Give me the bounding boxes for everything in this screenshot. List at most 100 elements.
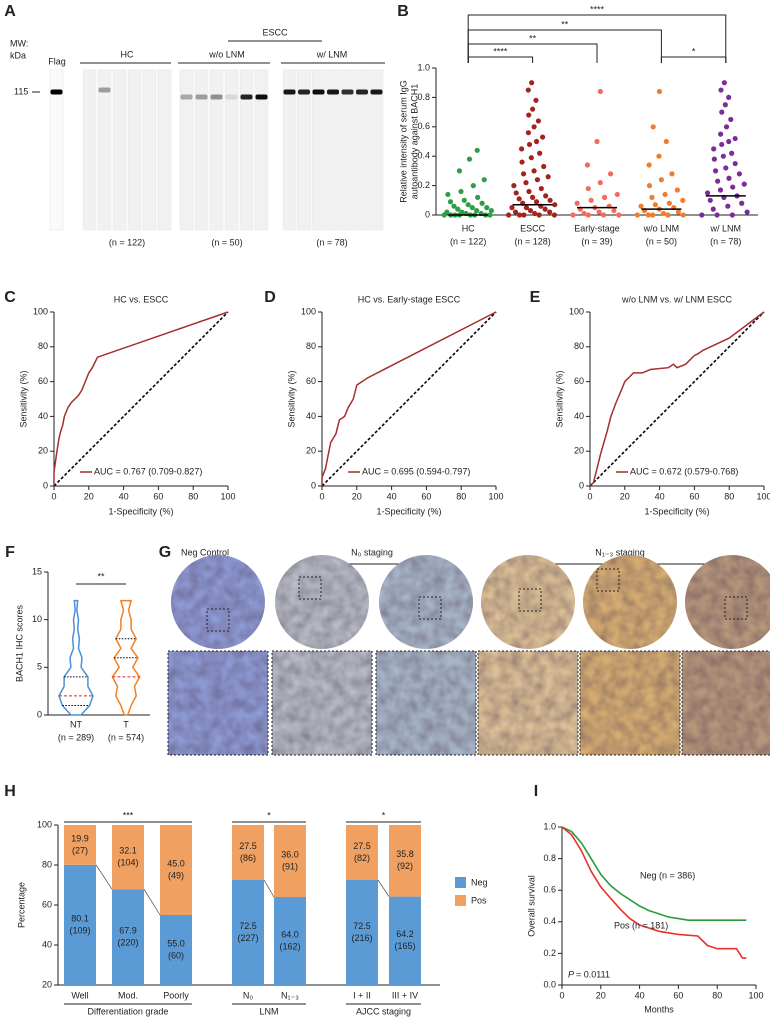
blot-band: [356, 89, 368, 95]
panel-label: B: [397, 3, 409, 20]
group-label: AJCC staging: [356, 1006, 411, 1016]
blot-band: [180, 94, 193, 100]
x-axis-label: 1-Specificity (%): [108, 506, 173, 516]
count-label: (60): [168, 950, 184, 960]
value-label: 72.5: [353, 921, 371, 931]
y-tick-label: 20: [42, 979, 52, 989]
blot-lane: [209, 69, 224, 231]
panel-label: E: [530, 289, 541, 306]
dot: [465, 202, 471, 208]
dot: [652, 202, 658, 208]
count-label: (220): [117, 937, 138, 947]
value-label: 55.0: [167, 938, 185, 948]
y-tick-label: 40: [38, 411, 48, 421]
zoom-image: [272, 651, 372, 755]
y-axis-label: BACH1 IHC scores: [14, 604, 24, 682]
n-label: (n = 78): [316, 237, 347, 247]
count-label: (86): [240, 853, 256, 863]
dot: [662, 191, 668, 198]
dot: [730, 184, 736, 190]
x-tick-label: 20: [84, 491, 94, 501]
legend-label: Neg (n = 386): [640, 870, 695, 880]
x-tick-label: 60: [689, 491, 699, 501]
y-axis-label: Relative intensity of serum IgG: [398, 80, 408, 203]
dot: [455, 206, 461, 212]
dot: [723, 124, 730, 130]
dot: [581, 210, 587, 217]
violin: [111, 599, 141, 716]
blot-band: [195, 94, 208, 100]
dot: [726, 94, 732, 100]
blot-lane: [239, 69, 254, 231]
zoom-border: [477, 650, 579, 756]
dot: [736, 171, 742, 177]
sig-label: **: [529, 33, 537, 43]
x-tick-label: 100: [756, 491, 770, 501]
dot: [718, 87, 724, 93]
dot: [547, 197, 553, 203]
dot: [470, 183, 476, 189]
x-tick-label: Poorly: [163, 990, 189, 1000]
dot: [699, 212, 705, 218]
dot: [516, 212, 523, 218]
dot: [529, 80, 535, 86]
y-tick-label: 0.6: [417, 121, 430, 131]
legend-label: Pos: [471, 895, 487, 905]
dot: [656, 88, 663, 95]
x-tick-label: Early-stage: [574, 223, 620, 233]
dot: [680, 197, 686, 203]
y-tick-label: 10: [32, 614, 42, 624]
zoom-image: [168, 651, 268, 755]
dot: [732, 160, 738, 167]
panel-label: G: [159, 544, 171, 561]
roc-curve: [589, 311, 765, 487]
dot: [718, 131, 724, 137]
dot: [475, 194, 481, 200]
dot: [607, 171, 614, 177]
dot: [484, 205, 490, 211]
reference-line: [589, 311, 765, 487]
x-axis-label: Months: [644, 1004, 674, 1014]
sig-label: *: [382, 810, 386, 820]
y-tick-label: 100: [301, 306, 316, 316]
n-label: (n = 122): [450, 236, 486, 246]
x-tick-label: Well: [71, 990, 88, 1000]
dot: [732, 135, 738, 142]
y-tick-label: 0: [311, 480, 316, 490]
value-label: 19.9: [71, 833, 89, 843]
dot: [488, 207, 495, 214]
blot-lane: [297, 69, 311, 231]
dot: [646, 183, 653, 189]
count-label: (82): [354, 853, 370, 863]
y-tick-label: 60: [42, 899, 52, 909]
zoom-border: [271, 650, 373, 756]
dot: [540, 134, 546, 140]
dot: [656, 153, 662, 159]
dot: [649, 194, 655, 200]
panel-label: A: [4, 3, 16, 20]
zoom-box: [418, 596, 442, 620]
bar: [64, 864, 96, 985]
panel-label: H: [4, 783, 16, 800]
dot: [541, 163, 547, 170]
blot-lane: [340, 69, 355, 231]
y-tick-label: 60: [38, 376, 48, 386]
blot-lane: [311, 69, 326, 231]
x-tick-label: Mod.: [118, 990, 138, 1000]
blot-band: [283, 89, 296, 95]
value-label: 32.1: [119, 845, 137, 855]
dot: [663, 138, 669, 145]
y-tick-label: 20: [306, 446, 316, 456]
chart-title: HC vs. Early-stage ESCC: [358, 294, 461, 304]
zoom-image: [682, 651, 770, 755]
count-label: (227): [237, 933, 258, 943]
y-tick-label: 0: [43, 480, 48, 490]
dot: [674, 187, 680, 193]
blot-band: [298, 89, 310, 95]
dot: [741, 181, 747, 187]
group-label: Differentiation grade: [88, 1006, 169, 1016]
zoom-box: [518, 588, 542, 612]
x-axis-label: 1-Specificity (%): [376, 506, 441, 516]
dot: [444, 209, 450, 215]
